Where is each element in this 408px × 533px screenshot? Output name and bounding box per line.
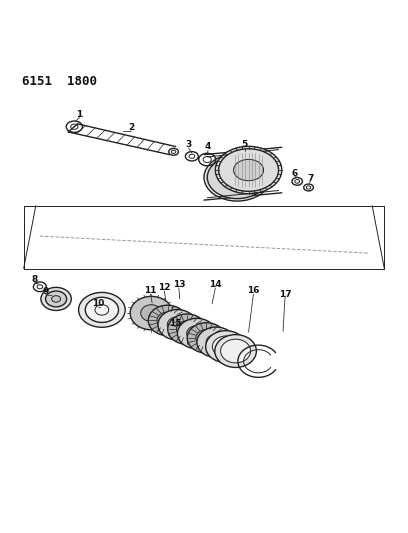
Ellipse shape [196, 329, 217, 346]
Text: 10: 10 [93, 300, 105, 308]
Ellipse shape [41, 287, 71, 310]
Text: 13: 13 [173, 280, 185, 289]
Text: 14: 14 [209, 280, 222, 289]
Ellipse shape [148, 305, 187, 336]
Ellipse shape [206, 334, 226, 350]
Text: 2: 2 [128, 124, 134, 132]
Ellipse shape [213, 336, 239, 357]
Ellipse shape [219, 149, 279, 191]
Text: 8: 8 [31, 275, 38, 284]
Ellipse shape [176, 321, 197, 337]
Ellipse shape [46, 291, 67, 307]
Ellipse shape [206, 330, 246, 362]
Ellipse shape [197, 327, 235, 358]
Ellipse shape [141, 305, 162, 321]
Text: 7: 7 [307, 174, 313, 183]
Ellipse shape [52, 296, 60, 302]
Ellipse shape [187, 326, 207, 342]
Ellipse shape [221, 339, 251, 363]
Text: 16: 16 [247, 286, 259, 295]
Ellipse shape [167, 317, 187, 333]
Text: 17: 17 [279, 289, 291, 298]
Ellipse shape [215, 147, 282, 194]
Ellipse shape [157, 312, 178, 329]
Ellipse shape [187, 322, 226, 353]
Ellipse shape [158, 310, 197, 340]
Text: 4: 4 [205, 142, 211, 151]
Ellipse shape [204, 154, 271, 201]
Text: 15: 15 [169, 319, 182, 328]
Text: 5: 5 [242, 140, 248, 149]
Ellipse shape [215, 335, 256, 367]
Text: 12: 12 [158, 283, 171, 292]
Ellipse shape [207, 156, 267, 199]
Text: 6: 6 [292, 169, 298, 178]
Text: 11: 11 [144, 286, 157, 295]
Text: 6151  1800: 6151 1800 [22, 75, 97, 88]
Text: 9: 9 [43, 287, 49, 296]
Ellipse shape [168, 314, 206, 344]
Text: 3: 3 [186, 140, 192, 149]
Ellipse shape [85, 297, 118, 322]
Ellipse shape [79, 293, 125, 327]
Ellipse shape [130, 296, 173, 330]
Ellipse shape [177, 318, 216, 349]
Ellipse shape [234, 159, 264, 181]
Text: 1: 1 [76, 110, 83, 119]
